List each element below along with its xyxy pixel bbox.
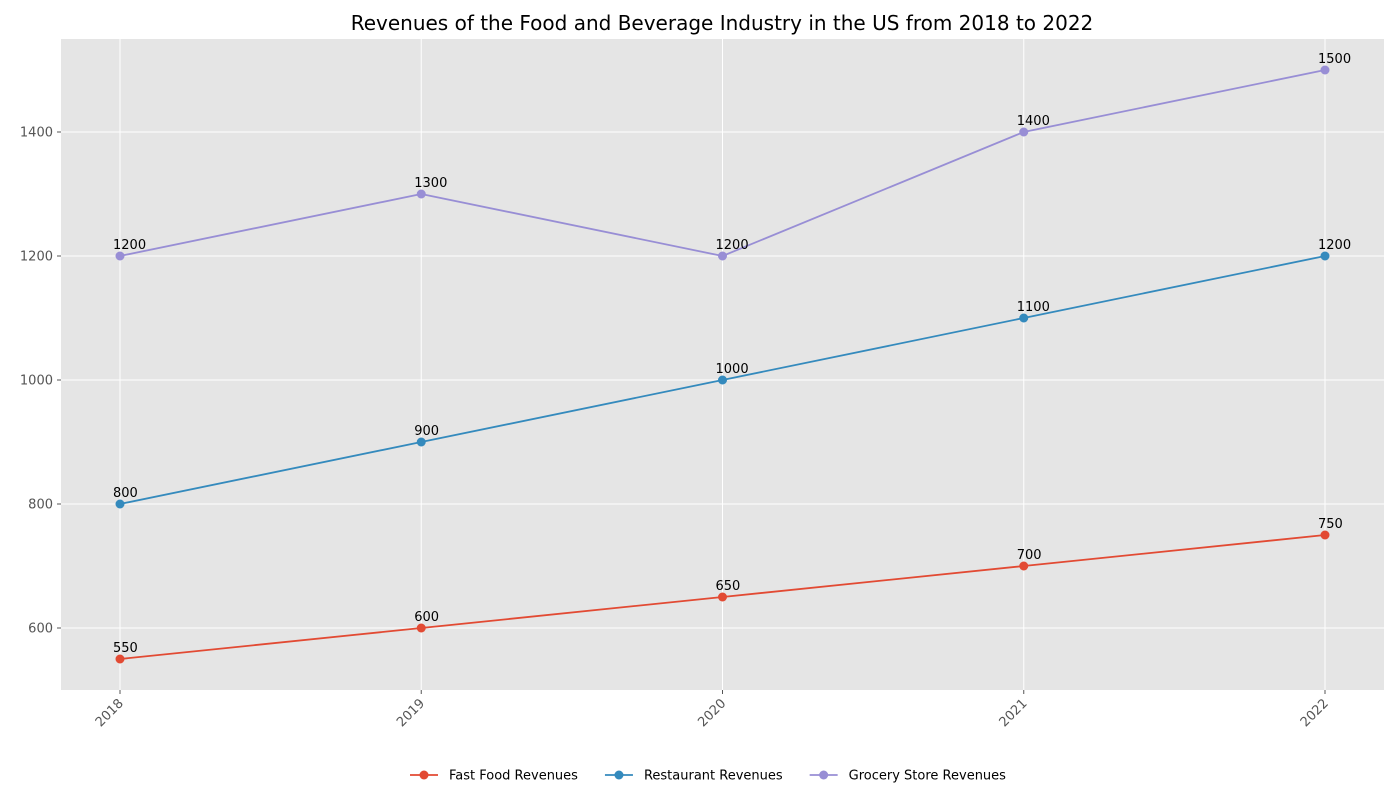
x-axis: 2018 2019 2020 2021 2022 bbox=[93, 690, 1332, 730]
legend-label: Fast Food Revenues bbox=[449, 769, 578, 784]
data-label: 600 bbox=[414, 610, 439, 625]
legend-label: Restaurant Revenues bbox=[644, 769, 783, 784]
data-point bbox=[416, 189, 426, 199]
legend-marker bbox=[819, 770, 829, 780]
data-label: 1200 bbox=[716, 238, 749, 253]
x-tick-label: 2021 bbox=[997, 696, 1031, 730]
data-label: 700 bbox=[1017, 548, 1042, 563]
legend-marker bbox=[419, 770, 429, 780]
data-label: 1100 bbox=[1017, 300, 1050, 315]
data-point bbox=[115, 499, 125, 509]
data-point bbox=[1320, 530, 1330, 540]
data-point bbox=[1019, 313, 1029, 323]
data-label: 1300 bbox=[414, 176, 447, 191]
data-point bbox=[1019, 127, 1029, 137]
y-tick-label: 1000 bbox=[20, 374, 53, 389]
data-point bbox=[1320, 65, 1330, 75]
data-point bbox=[416, 437, 426, 447]
data-label: 1200 bbox=[1318, 238, 1351, 253]
y-tick-label: 1400 bbox=[20, 126, 53, 141]
legend: Fast Food Revenues Restaurant Revenues Gro… bbox=[410, 769, 1006, 784]
data-point bbox=[1320, 251, 1330, 261]
data-point bbox=[718, 375, 727, 385]
y-axis: 600 800 1000 1200 1400 bbox=[20, 126, 61, 637]
x-tick-label: 2019 bbox=[394, 696, 428, 730]
data-point bbox=[115, 654, 125, 664]
x-tick-label: 2020 bbox=[695, 696, 729, 730]
legend-label: Grocery Store Revenues bbox=[849, 769, 1007, 784]
data-label: 1200 bbox=[113, 238, 146, 253]
data-point bbox=[115, 251, 125, 261]
data-labels: 550 600 650 700 750 800 900 1000 1100 1200 1200 130… bbox=[113, 52, 1351, 656]
grid-lines bbox=[61, 39, 1384, 690]
series-lines bbox=[115, 65, 1330, 664]
data-point bbox=[718, 592, 727, 602]
data-label: 1500 bbox=[1318, 52, 1351, 67]
y-tick-label: 1200 bbox=[20, 250, 53, 265]
data-label: 650 bbox=[716, 579, 741, 594]
data-label: 550 bbox=[113, 641, 138, 656]
y-tick-label: 800 bbox=[28, 498, 53, 513]
legend-marker bbox=[614, 770, 624, 780]
data-label: 900 bbox=[414, 424, 439, 439]
data-point bbox=[1019, 561, 1029, 571]
data-point bbox=[416, 623, 426, 633]
data-label: 750 bbox=[1318, 517, 1343, 532]
chart-title: Revenues of the Food and Beverage Indust… bbox=[351, 11, 1094, 35]
y-tick-label: 600 bbox=[28, 622, 53, 637]
data-point bbox=[718, 251, 727, 261]
data-label: 800 bbox=[113, 486, 138, 501]
x-tick-label: 2018 bbox=[93, 696, 127, 730]
data-label: 1000 bbox=[716, 362, 749, 377]
data-label: 1400 bbox=[1017, 114, 1050, 129]
x-tick-label: 2022 bbox=[1298, 696, 1332, 730]
